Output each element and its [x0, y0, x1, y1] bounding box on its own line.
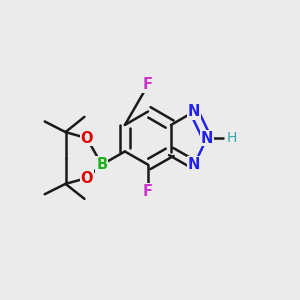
Text: N: N: [188, 104, 200, 119]
Text: F: F: [143, 184, 153, 199]
Text: N: N: [188, 157, 200, 172]
Text: H: H: [226, 131, 237, 145]
Text: F: F: [143, 77, 153, 92]
Text: O: O: [80, 130, 93, 146]
Text: O: O: [80, 171, 93, 186]
Text: B: B: [96, 157, 107, 172]
Text: N: N: [201, 130, 213, 146]
